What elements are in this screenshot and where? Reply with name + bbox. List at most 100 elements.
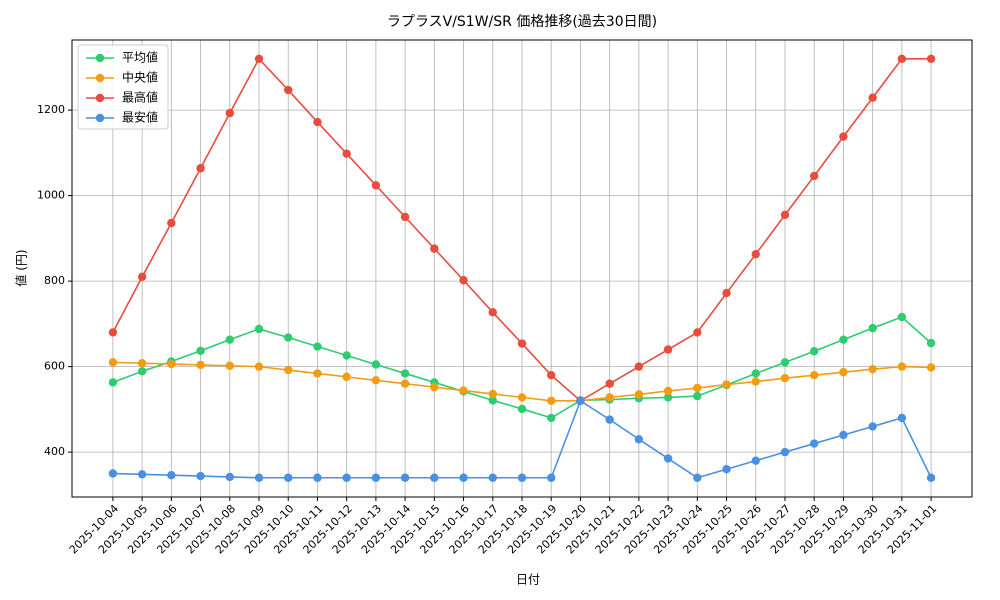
point <box>926 363 936 372</box>
point <box>400 369 410 378</box>
point <box>167 218 176 228</box>
point <box>342 372 351 382</box>
point <box>108 378 118 387</box>
point <box>342 149 351 158</box>
point <box>254 324 264 334</box>
point <box>605 415 614 424</box>
y-tick-label: 1000 <box>37 189 65 202</box>
legend-label: 最高値 <box>122 90 158 105</box>
point <box>751 369 760 378</box>
point <box>605 379 614 388</box>
point <box>459 473 468 482</box>
point <box>488 308 497 317</box>
point <box>371 473 381 482</box>
point <box>313 117 322 127</box>
point <box>313 369 322 378</box>
point <box>108 328 118 337</box>
point <box>313 342 322 351</box>
point <box>722 288 731 298</box>
legend-marker <box>95 93 105 103</box>
point <box>196 360 205 370</box>
point <box>663 393 673 402</box>
legend-marker <box>95 113 105 123</box>
point <box>547 396 556 406</box>
point <box>926 54 936 64</box>
point <box>810 347 819 356</box>
point <box>284 365 293 375</box>
y-tick-label: 400 <box>44 445 65 458</box>
point <box>547 413 556 423</box>
legend-marker <box>95 73 105 83</box>
point <box>663 386 673 396</box>
chart-title: ラプラスV/S1W/SR 価格推移(過去30日間) <box>387 14 657 30</box>
point <box>196 471 205 481</box>
point <box>400 379 410 388</box>
point <box>254 362 264 371</box>
point <box>313 473 322 482</box>
point <box>254 54 264 64</box>
point <box>400 212 410 222</box>
point <box>284 85 293 95</box>
point <box>693 328 702 337</box>
point <box>517 404 527 414</box>
y-axis-label: 値 (円) <box>14 249 29 286</box>
point <box>254 473 264 482</box>
y-tick-label: 800 <box>44 274 65 287</box>
legend-label: 中央値 <box>122 70 158 85</box>
point <box>547 370 556 380</box>
legend-box <box>77 44 169 130</box>
point <box>225 361 234 370</box>
point <box>868 364 877 374</box>
point <box>839 430 848 440</box>
point <box>722 380 731 389</box>
point <box>225 108 234 118</box>
point <box>663 454 673 463</box>
legend-marker <box>95 53 105 63</box>
point <box>430 382 439 392</box>
point <box>488 389 497 399</box>
point <box>488 473 497 482</box>
point <box>342 473 351 482</box>
point <box>137 358 147 368</box>
point <box>576 396 585 406</box>
point <box>137 367 147 376</box>
point <box>897 413 907 423</box>
point <box>839 132 848 141</box>
point <box>839 367 848 377</box>
point <box>342 351 351 360</box>
point <box>517 339 527 348</box>
plot-frame <box>71 39 973 498</box>
point <box>634 435 644 444</box>
point <box>868 93 877 102</box>
point <box>926 338 936 348</box>
point <box>108 469 118 478</box>
point <box>751 249 760 259</box>
point <box>693 383 702 393</box>
y-tick-label: 600 <box>44 360 65 373</box>
point <box>459 386 468 395</box>
point <box>430 473 439 482</box>
point <box>634 362 644 371</box>
point <box>810 171 819 181</box>
point <box>780 373 790 383</box>
point <box>517 393 527 402</box>
point <box>868 422 877 431</box>
point <box>488 396 497 405</box>
legend-label: 平均値 <box>122 50 158 65</box>
point <box>196 346 205 355</box>
point <box>108 358 118 367</box>
point <box>167 470 176 480</box>
point <box>780 210 790 220</box>
point <box>751 456 760 465</box>
point <box>137 470 147 479</box>
point <box>400 473 410 482</box>
y-tick-label: 1200 <box>37 103 65 116</box>
point <box>722 465 731 474</box>
point <box>810 439 819 448</box>
point <box>780 447 790 457</box>
point <box>634 390 644 399</box>
point <box>196 164 205 173</box>
point <box>284 333 293 342</box>
point <box>284 473 293 482</box>
